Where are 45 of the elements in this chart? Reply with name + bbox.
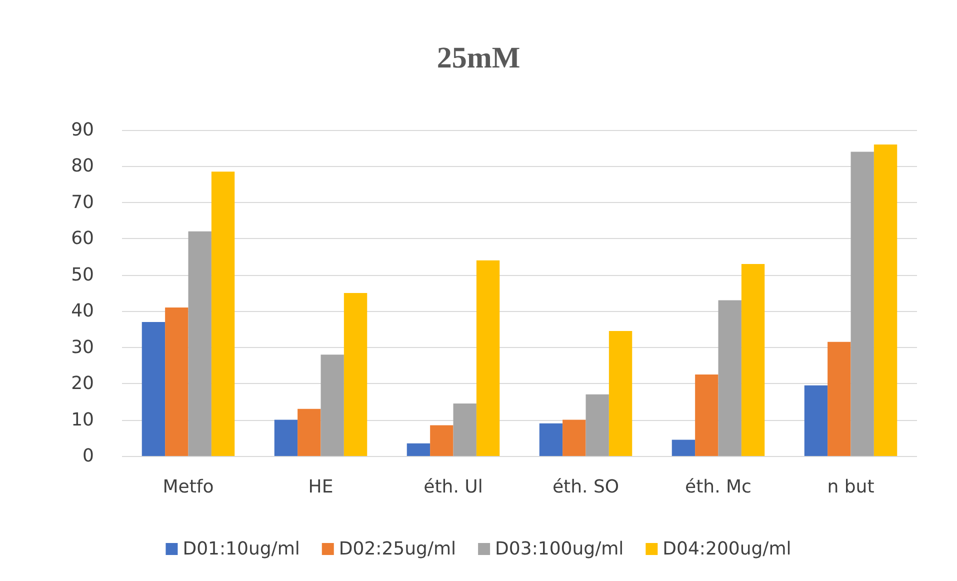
x-tick-label: éth. SO [552, 476, 620, 498]
bar [804, 385, 828, 456]
bar [562, 420, 586, 456]
bar [298, 408, 321, 456]
legend-label: D04:200ug/ml [662, 538, 792, 560]
bar [850, 152, 874, 456]
y-tick-label: 0 [82, 446, 94, 466]
bar [672, 440, 696, 456]
x-tick-label: Metfo [162, 476, 214, 498]
legend-label: D03:100ug/ml [495, 538, 624, 560]
chart-title: 25mM [436, 42, 520, 74]
bar [320, 354, 344, 456]
bar [874, 144, 898, 456]
bar [274, 420, 298, 456]
bar [828, 342, 851, 456]
legend-label: D02:25ug/ml [338, 538, 456, 560]
bar [539, 423, 563, 456]
bar [608, 331, 632, 456]
bar [718, 300, 742, 456]
bar [586, 394, 609, 456]
bar [695, 374, 718, 456]
bar [476, 260, 500, 456]
x-tick-label: éth. Ul [424, 476, 483, 498]
bar [453, 403, 476, 456]
y-tick-label: 40 [71, 300, 94, 322]
bar [188, 231, 212, 456]
y-tick-label: 30 [71, 336, 94, 358]
y-tick-label: 10 [71, 409, 94, 430]
x-tick-label: n but [827, 476, 874, 498]
y-tick-label: 70 [71, 192, 94, 213]
y-tick-label: 90 [71, 120, 94, 140]
bar [142, 322, 166, 456]
bar [406, 443, 430, 456]
y-tick-label: 20 [71, 373, 94, 394]
y-tick-label: 50 [71, 264, 94, 286]
bar [165, 307, 188, 456]
bar [344, 293, 368, 456]
x-tick-label: HE [308, 476, 334, 498]
bar [741, 264, 765, 456]
bar [211, 172, 235, 456]
legend-label: D01:10ug/ml [182, 538, 300, 560]
bar [430, 425, 454, 456]
x-tick-label: éth. Mc [685, 476, 752, 498]
y-tick-label: 60 [71, 228, 94, 250]
y-tick-label: 80 [71, 156, 94, 177]
